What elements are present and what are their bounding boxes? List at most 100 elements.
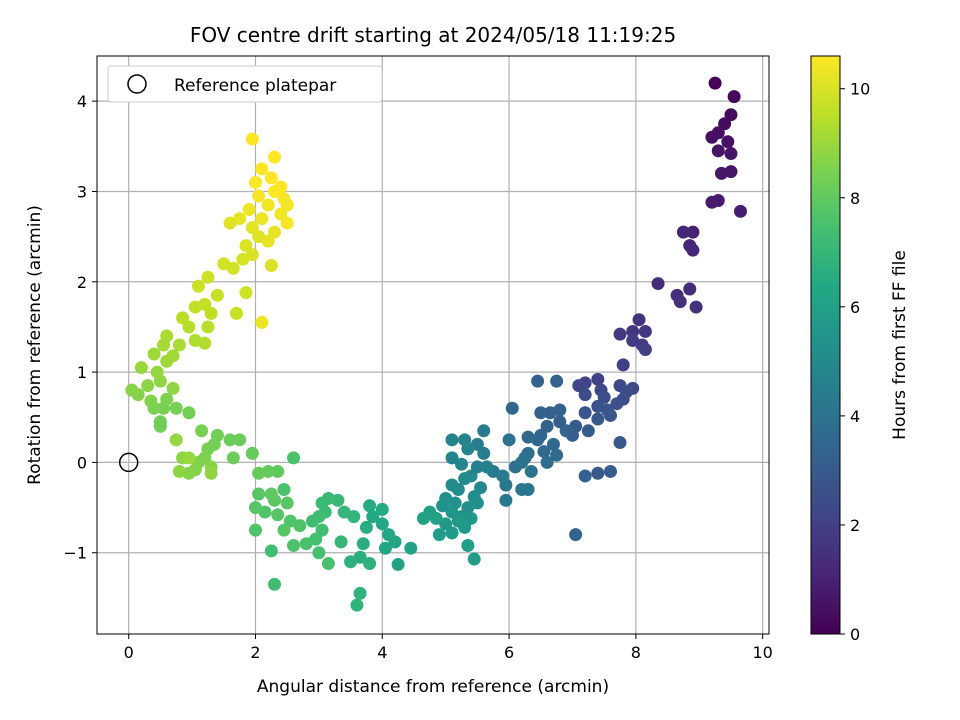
x-axis-label: Angular distance from reference (arcmin) [257,677,609,697]
scatter-point [480,460,494,474]
scatter-point [521,430,535,444]
scatter-point [245,446,259,460]
scatter-point [638,343,652,357]
scatter-point [274,180,288,194]
scatter-point [391,557,405,571]
colorbar-gradient [811,56,840,634]
scatter-point [708,76,722,90]
scatter-point [638,324,652,338]
scatter-point [166,381,180,395]
scatter-point [591,412,605,426]
scatter-point [255,162,269,176]
scatter-point [550,374,564,388]
scatter-point [160,329,174,343]
scatter-point [271,464,285,478]
colorbar-tick-label: 2 [850,516,860,535]
scatter-point [458,472,472,486]
scatter-point [344,555,358,569]
scatter-point [531,374,545,388]
scatter-point [125,383,139,397]
y-tick-label: 4 [77,92,87,111]
scatter-point [382,528,396,542]
scatter-point [724,108,738,122]
scatter-point [283,514,297,528]
scatter-point [182,320,196,334]
scatter-point [198,336,212,350]
scatter-point [461,538,475,552]
scatter-point [264,171,278,185]
scatter-point [223,433,237,447]
scatter-point [455,457,469,471]
x-tick-label: 10 [752,643,772,662]
scatter-point [721,135,735,149]
colorbar: 0 2 4 6 8 10 Hours from first FF file [810,55,910,644]
scatter-point [321,557,335,571]
scatter-point [578,469,592,483]
scatter-point [210,288,224,302]
scatter-points [125,76,747,612]
scatter-point [597,390,611,404]
scatter-point [252,466,266,480]
scatter-point [356,537,370,551]
scatter-point [537,445,551,459]
scatter-point [134,361,148,375]
scatter-point [613,436,627,450]
scatter-point [534,406,548,420]
scatter-point [439,517,453,531]
plot-frame [96,55,770,635]
scatter-point [569,528,583,542]
legend-marker-icon [127,74,147,94]
scatter-point [191,279,205,293]
scatter-point [337,505,351,519]
scatter-point [613,327,627,341]
scatter-point [445,505,459,519]
scatter-point [280,496,294,510]
colorbar-tick-label: 8 [850,189,860,208]
scatter-point [540,455,554,469]
scatter-point [581,424,595,438]
scatter-point [502,433,516,447]
scatter-point [578,388,592,402]
y-axis-label: Rotation from reference (arcmin) [25,205,45,485]
scatter-point [375,502,389,516]
scatter-point [378,541,392,555]
scatter-point [271,508,285,522]
scatter-point [550,448,564,462]
y-tick-label: 3 [77,182,87,201]
scatter-point [264,487,278,501]
scatter-point [436,499,450,513]
scatter-point [226,451,240,465]
scatter-point [160,392,174,406]
scatter-point [264,259,278,273]
scatter-point [226,261,240,275]
scatter-point [445,451,459,465]
scatter-point [169,401,183,415]
scatter-point [264,544,278,558]
scatter-point [268,577,282,591]
y-tick-label: 2 [77,273,87,292]
scatter-point [445,433,459,447]
scatter-point [718,117,732,131]
scatter-point [261,198,275,212]
scatter-point [204,306,218,320]
scatter-point [553,403,567,417]
scatter-point [467,552,481,566]
scatter-point [255,212,269,226]
scatter-point [727,90,741,104]
scatter-point [515,483,529,496]
legend-box [107,65,383,103]
x-tick-label: 2 [250,643,260,662]
scatter-point [169,433,183,447]
scatter-point [277,483,291,496]
scatter-point [458,520,472,534]
scatter-point [553,415,567,429]
scatter-point [248,501,262,515]
scatter-point [445,478,459,492]
scatter-point [626,324,640,338]
scatter-point [591,466,605,480]
scatter-point [673,295,687,309]
scatter-point [153,415,167,429]
y-axis-ticks: −1 0 1 2 3 4 [63,92,97,563]
scatter-point [204,466,218,480]
scatter-point [711,144,725,158]
